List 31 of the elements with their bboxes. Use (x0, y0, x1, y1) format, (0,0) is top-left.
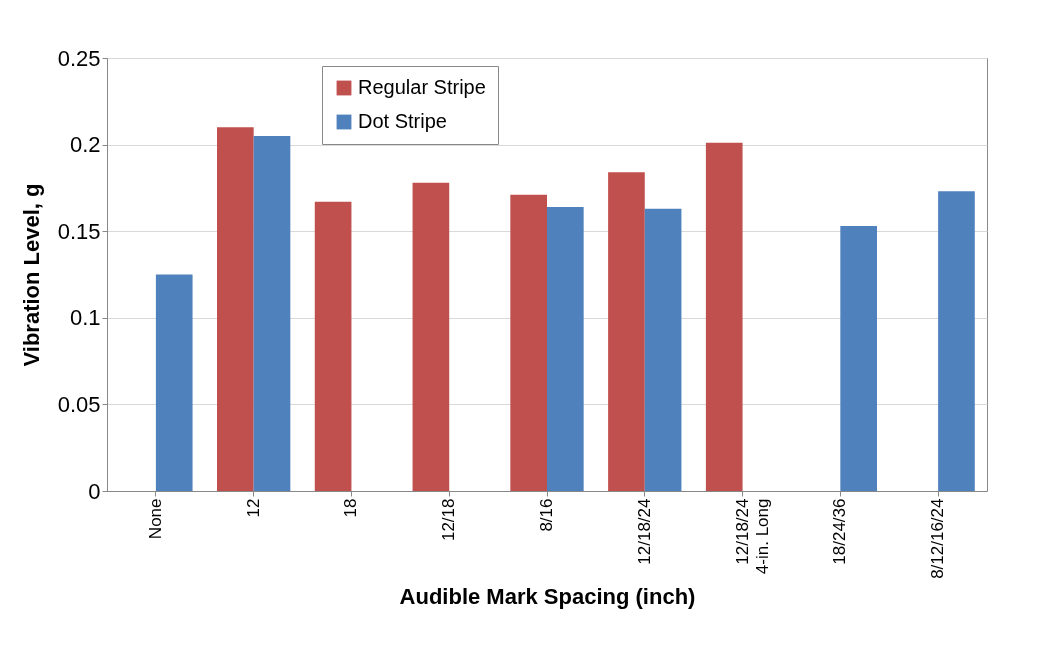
y-tick-label: 0.05 (57, 391, 101, 417)
legend-label: Regular Stripe (358, 76, 486, 98)
bar (705, 142, 743, 491)
x-tick-label: 12/18/24 (634, 498, 654, 565)
y-tick-label: 0.25 (57, 45, 101, 71)
y-axis-title: Vibration Level, g (18, 183, 44, 367)
x-tick-label: 8/12/16/24 (928, 498, 948, 579)
y-tick-label: 0 (88, 478, 101, 504)
bar (547, 206, 584, 491)
bar (217, 127, 254, 491)
x-tick-label: 12 (243, 498, 263, 518)
x-tick-label: 18 (341, 498, 361, 518)
bar (644, 208, 682, 491)
y-tick-label: 0.2 (69, 132, 101, 158)
x-tick-label: 18/24/36 (830, 498, 850, 565)
bar (314, 201, 352, 491)
legend-label: Dot Stripe (358, 110, 447, 132)
y-tick-label: 0.15 (57, 218, 101, 244)
x-axis-title: Audible Mark Spacing (inch) (399, 583, 696, 609)
x-tick-label: None (145, 498, 165, 540)
x-tick-label: 12/18 (439, 498, 459, 542)
bar (938, 191, 975, 491)
bar (412, 182, 450, 491)
x-tick-label: 8/16 (537, 498, 556, 532)
bar (510, 194, 547, 491)
bar (608, 172, 645, 491)
bar (155, 274, 193, 491)
x-tick-label: 12/18/24 4-in. Long (732, 498, 772, 575)
bar (840, 226, 877, 491)
y-tick-label: 0.1 (69, 305, 101, 331)
bar (253, 135, 291, 491)
